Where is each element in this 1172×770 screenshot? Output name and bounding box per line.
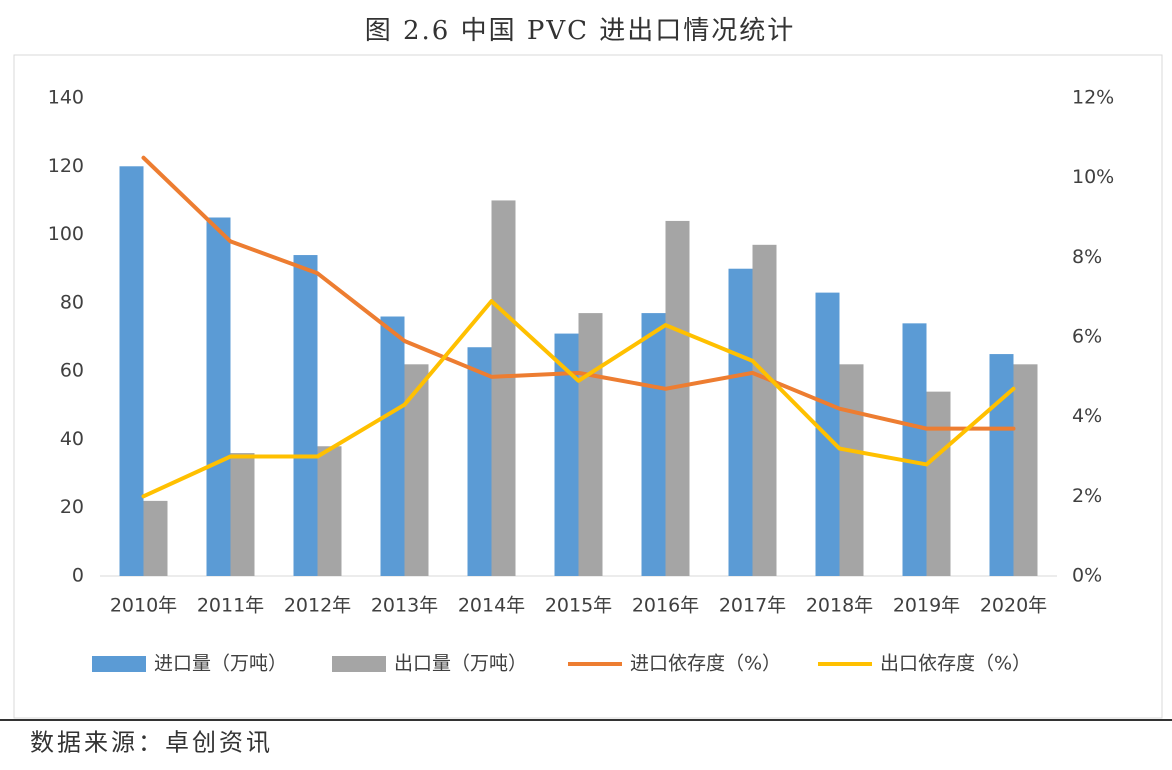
bar xyxy=(230,453,255,576)
y2-tick-label: 2% xyxy=(1072,485,1102,507)
bar xyxy=(119,166,144,577)
y2-tick-label: 0% xyxy=(1072,565,1102,587)
x-tick-label: 2018年 xyxy=(806,595,873,617)
legend-label: 出口依存度（%） xyxy=(880,653,1031,675)
bar xyxy=(989,354,1014,576)
chart-title: 图 2.6 中国 PVC 进出口情况统计 xyxy=(365,16,796,46)
y-tick-label: 0 xyxy=(72,565,84,587)
x-tick-label: 2012年 xyxy=(284,595,351,617)
legend-label: 出口量（万吨） xyxy=(394,653,527,675)
chart-frame xyxy=(13,54,1163,719)
y2-tick-label: 12% xyxy=(1072,87,1114,109)
bar xyxy=(404,364,429,576)
bar xyxy=(1013,364,1038,576)
y-tick-label: 80 xyxy=(60,291,84,313)
x-tick-label: 2010年 xyxy=(110,595,177,617)
y2-tick-label: 6% xyxy=(1072,326,1102,348)
y-tick-label: 140 xyxy=(48,87,84,109)
bar xyxy=(839,364,864,576)
x-tick-label: 2017年 xyxy=(719,595,786,617)
bar xyxy=(578,313,603,576)
bar xyxy=(293,255,318,577)
y-tick-label: 40 xyxy=(60,428,84,450)
y-tick-label: 120 xyxy=(48,155,84,177)
x-tick-label: 2015年 xyxy=(545,595,612,617)
y-tick-label: 60 xyxy=(60,360,84,382)
bar xyxy=(380,316,405,576)
bar xyxy=(467,347,492,576)
x-tick-label: 2019年 xyxy=(893,595,960,617)
x-tick-label: 2020年 xyxy=(980,595,1047,617)
bar xyxy=(926,391,951,576)
bar xyxy=(665,220,690,576)
x-tick-label: 2014年 xyxy=(458,595,525,617)
y2-tick-label: 8% xyxy=(1072,246,1102,268)
y2-tick-label: 10% xyxy=(1072,166,1114,188)
bar xyxy=(206,217,231,576)
legend-swatch xyxy=(92,656,146,672)
bar xyxy=(728,268,753,576)
legend-label: 进口依存度（%） xyxy=(630,653,781,675)
bar xyxy=(491,200,516,576)
legend-label: 进口量（万吨） xyxy=(154,653,287,675)
line xyxy=(141,299,1016,499)
bar xyxy=(317,446,342,576)
y-tick-label: 100 xyxy=(48,223,84,245)
bar xyxy=(752,244,777,577)
y-tick-label: 20 xyxy=(60,496,84,518)
legend-swatch xyxy=(332,656,386,672)
bar xyxy=(902,323,927,576)
y2-tick-label: 4% xyxy=(1072,405,1102,427)
x-tick-label: 2013年 xyxy=(371,595,438,617)
bar xyxy=(641,313,666,576)
bar xyxy=(143,500,168,576)
source-note: 数据来源：卓创资讯 xyxy=(30,729,273,757)
line xyxy=(141,155,1016,431)
x-tick-label: 2011年 xyxy=(197,595,264,617)
x-tick-label: 2016年 xyxy=(632,595,699,617)
